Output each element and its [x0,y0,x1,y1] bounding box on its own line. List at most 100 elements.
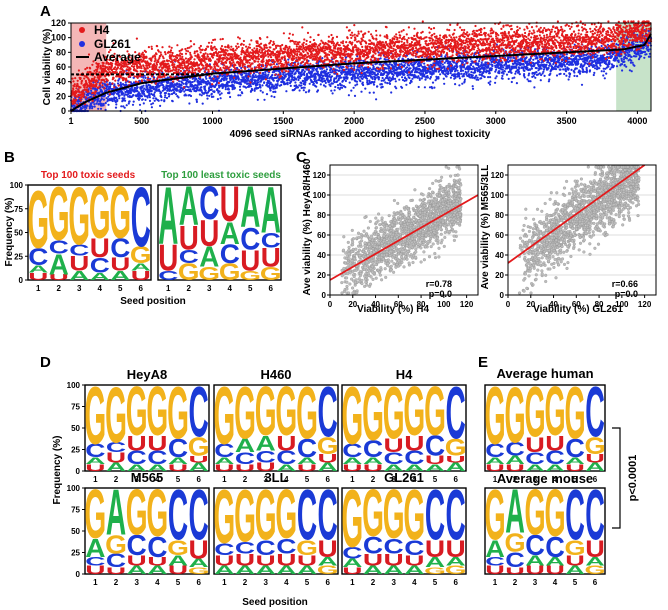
data-point [502,66,505,69]
data-point [333,89,336,92]
data-point [567,78,570,81]
data-point [124,99,127,102]
data-point [167,81,170,84]
data-point [150,106,153,109]
data-point [376,85,379,88]
data-point [184,57,187,60]
data-point [458,77,461,80]
data-point [140,65,143,68]
data-point [141,98,144,101]
data-point [478,73,481,76]
data-point [480,77,483,80]
data-point [82,94,85,97]
data-point [107,95,110,98]
data-point [189,40,192,43]
data-point [380,79,383,82]
data-point [157,50,160,53]
data-point [535,67,538,70]
data-point [163,99,166,102]
data-point [628,50,631,54]
data-point [200,94,203,97]
data-point [585,69,589,72]
data-point [245,86,248,89]
data-point [331,92,334,95]
data-point [190,90,193,93]
data-point [647,48,650,51]
data-point [216,79,219,82]
data-point [189,81,192,84]
data-point [171,61,174,64]
data-point [423,62,426,65]
data-point [401,76,404,79]
data-point [529,80,532,83]
data-point [144,76,147,79]
data-point [106,83,109,86]
data-point [75,87,78,90]
data-point [142,84,145,87]
data-point [547,66,550,70]
data-point [630,70,633,73]
data-point [193,58,196,61]
data-point [199,77,202,80]
data-point [599,64,602,67]
data-point [118,77,121,80]
data-point [610,55,614,58]
data-point [411,77,414,80]
data-point [166,76,169,79]
data-point [456,69,459,72]
data-point [148,94,151,97]
data-point [365,77,369,80]
data-point [480,61,483,64]
data-point [302,89,305,92]
data-point [168,93,171,96]
data-point [623,63,626,67]
data-point [113,86,116,89]
data-point [405,83,408,86]
data-point [155,88,158,91]
data-point [176,83,179,86]
data-point [491,64,494,67]
data-point [432,55,435,58]
data-point [103,94,106,97]
data-point [570,68,573,71]
data-point [263,81,266,84]
data-point [96,80,99,83]
data-point [100,102,103,105]
data-point [183,73,187,76]
data-point [163,51,167,54]
data-point [460,72,463,75]
data-point [562,68,565,71]
data-point [295,78,298,81]
data-point [334,85,337,89]
data-point [478,60,481,63]
data-point [183,62,186,65]
data-point [537,61,541,64]
data-point [140,95,144,98]
data-point [559,72,562,75]
data-point [296,86,300,89]
data-point [596,54,599,57]
data-point [314,76,317,79]
data-point [79,77,82,80]
data-point [577,62,580,65]
data-point [249,75,252,78]
data-point [113,83,116,86]
data-point [364,87,367,90]
data-point [216,98,219,101]
data-point [471,87,475,90]
data-point [294,72,297,75]
data-point [316,89,320,92]
data-point [136,64,139,67]
data-point [84,96,88,99]
data-point [137,80,140,84]
data-point [253,76,256,79]
data-point [463,72,466,75]
data-point [111,99,114,103]
data-point [463,80,466,83]
data-point [195,77,198,81]
data-point [479,70,482,73]
data-point [180,84,183,87]
data-point [81,107,84,110]
data-point [508,65,511,68]
